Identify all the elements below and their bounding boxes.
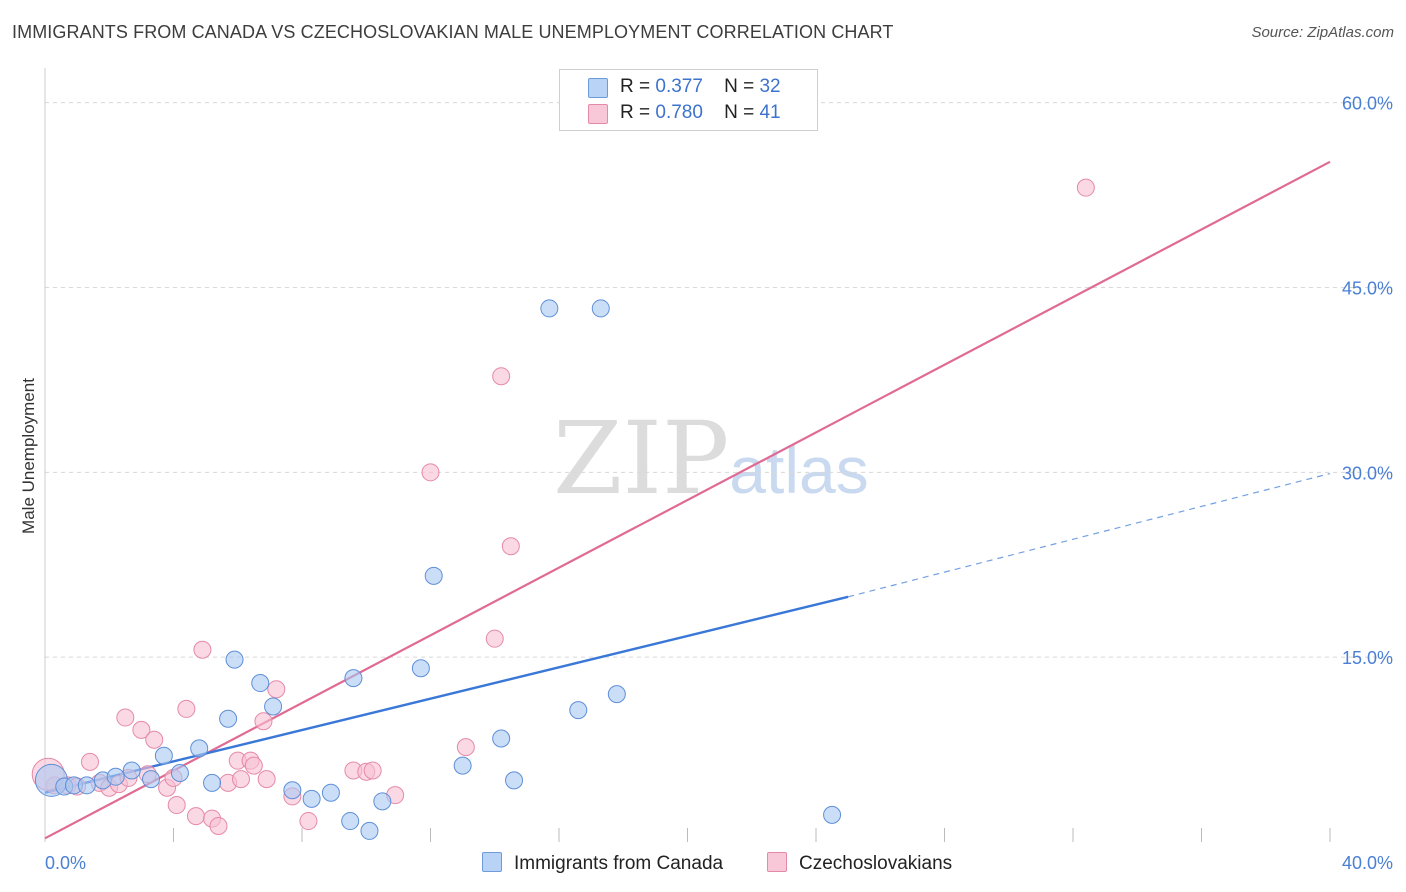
point-canada — [264, 697, 283, 716]
legend-n-label: N = — [724, 102, 755, 123]
bottom-legend-swatch-czech — [767, 852, 787, 872]
watermark: ZIPatlas — [553, 400, 869, 517]
point-czechoslovakians — [257, 770, 276, 789]
y-tick-label: 30.0% — [1342, 463, 1393, 483]
point-canada — [106, 767, 125, 786]
point-czechoslovakians — [267, 680, 286, 699]
point-czechoslovakians — [132, 720, 151, 739]
axes — [44, 68, 1331, 842]
point-canada — [505, 771, 524, 790]
point-canada — [170, 763, 189, 782]
point-czechoslovakians — [231, 770, 250, 789]
point-czechoslovakians — [116, 708, 135, 727]
legend-r-label: R = — [620, 76, 651, 97]
point-czechoslovakians — [485, 629, 504, 648]
point-canada — [154, 746, 173, 765]
point-canada — [591, 299, 610, 318]
watermark-zip: ZIP — [553, 400, 730, 517]
y-axis-title: Male Unemployment — [19, 378, 38, 534]
point-canada — [251, 674, 270, 693]
point-czechoslovakians — [1076, 178, 1095, 197]
correlation-legend: R = 0.377 N = 32 R = 0.780 N = 41 — [559, 69, 818, 131]
point-canada — [411, 659, 430, 678]
trend-line-canada-extension — [847, 472, 1331, 598]
point-canada — [453, 756, 472, 775]
point-canada — [569, 701, 588, 720]
point-czechoslovakians — [177, 699, 196, 718]
y-tick-label: 60.0% — [1342, 94, 1393, 114]
legend-swatch-canada — [588, 78, 608, 98]
point-czechoslovakians — [501, 537, 520, 556]
tick-labels: 15.0% 30.0% 45.0% 60.0% 0.0% 40.0% — [45, 94, 1393, 873]
trend-lines — [44, 160, 1331, 840]
source-label: Source: ZipAtlas.com — [1251, 24, 1394, 41]
y-tick-label: 45.0% — [1342, 278, 1393, 298]
legend-n-label: N = — [724, 76, 755, 97]
x-tick-label: 0.0% — [45, 853, 86, 873]
point-canada — [373, 792, 392, 811]
point-canada — [142, 770, 161, 789]
point-canada — [225, 650, 244, 669]
point-czechoslovakians — [254, 712, 273, 731]
point-czechoslovakians — [456, 738, 475, 757]
bottom-legend-swatch-canada — [482, 852, 502, 872]
point-czechoslovakians — [186, 807, 205, 826]
point-czechoslovakians — [145, 730, 164, 749]
point-czechoslovakians — [167, 796, 186, 815]
point-czechoslovakians — [492, 367, 511, 386]
grid-lines — [45, 102, 1392, 658]
legend-r-value-czech: 0.780 — [655, 102, 703, 123]
x-tick-label: 40.0% — [1342, 853, 1393, 873]
point-czechoslovakians — [80, 752, 99, 771]
point-canada — [321, 783, 340, 802]
legend-n-value-canada: 32 — [759, 76, 781, 97]
y-tick-label: 15.0% — [1342, 648, 1393, 668]
legend-swatch-czech — [588, 104, 608, 124]
point-canada — [492, 729, 511, 748]
bottom-legend-canada: Immigrants from Canada — [482, 852, 723, 875]
point-czechoslovakians — [363, 761, 382, 780]
bottom-legend-label-czech: Czechoslovakians — [799, 853, 953, 874]
legend-r-label: R = — [620, 102, 651, 123]
trend-line-canada — [44, 595, 849, 794]
point-canada — [302, 789, 321, 808]
point-canada — [283, 781, 302, 800]
point-canada — [122, 761, 141, 780]
legend-n-value-czech: 41 — [759, 102, 781, 123]
chart-title: IMMIGRANTS FROM CANADA VS CZECHOSLOVAKIA… — [12, 22, 894, 42]
point-czechoslovakians — [193, 640, 212, 659]
trend-line-czechoslovakians — [44, 160, 1331, 840]
point-canada — [190, 739, 209, 758]
point-czechoslovakians — [299, 812, 318, 831]
point-canada — [360, 821, 379, 840]
point-czechoslovakians — [421, 463, 440, 482]
point-canada — [540, 299, 559, 318]
point-canada — [219, 709, 238, 728]
bottom-legend-label-canada: Immigrants from Canada — [514, 853, 724, 874]
point-canada — [203, 773, 222, 792]
watermark-atlas: atlas — [729, 433, 869, 507]
bottom-legend-czech: Czechoslovakians — [767, 852, 952, 875]
point-canada — [341, 812, 360, 831]
point-canada — [344, 669, 363, 688]
point-czechoslovakians — [209, 816, 228, 835]
point-canada — [77, 776, 96, 795]
point-canada — [424, 566, 443, 585]
point-canada — [823, 805, 842, 824]
point-canada — [607, 685, 626, 704]
point-czechoslovakians — [244, 756, 263, 775]
legend-r-value-canada: 0.377 — [655, 76, 703, 97]
data-points — [31, 178, 1095, 840]
